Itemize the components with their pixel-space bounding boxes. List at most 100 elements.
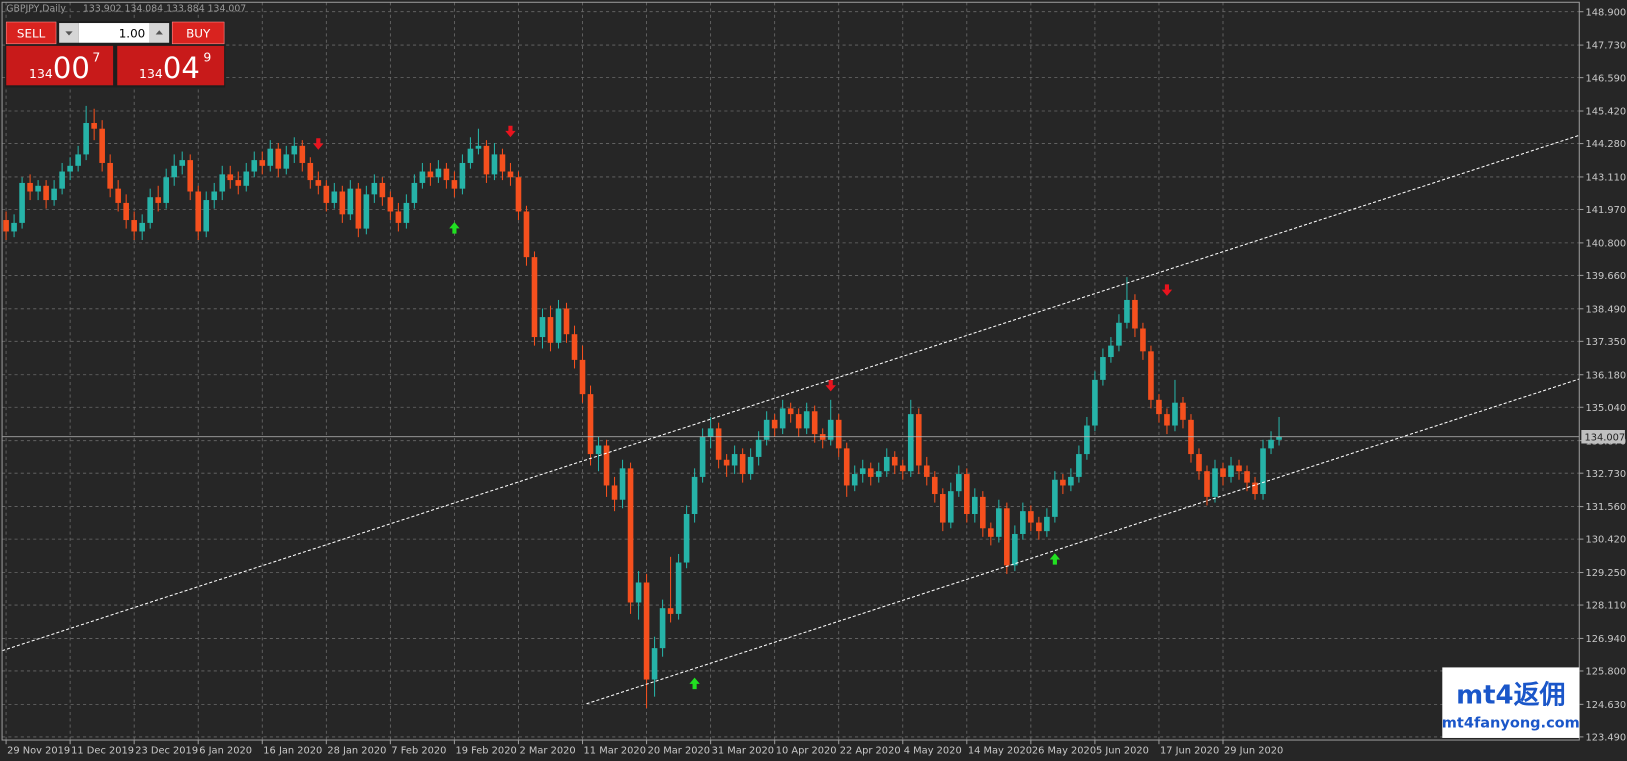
candle-body xyxy=(1124,299,1130,323)
candle-body xyxy=(1084,425,1090,455)
candle-body xyxy=(1148,351,1154,400)
signal-arrow xyxy=(449,222,460,234)
candle-body xyxy=(795,414,802,429)
buy-price-box[interactable] xyxy=(117,45,225,86)
watermark-url: mt4fanyong.com xyxy=(1442,716,1580,732)
y-tick-label: 139.660 xyxy=(1585,271,1626,282)
candle-body xyxy=(859,468,866,475)
y-tick-label: 130.420 xyxy=(1585,535,1626,546)
sell-button[interactable] xyxy=(5,21,57,45)
candle-body xyxy=(35,185,41,192)
candle-body xyxy=(972,496,978,515)
candle-body xyxy=(763,419,770,440)
candle-body xyxy=(1044,516,1050,532)
candle-body xyxy=(811,411,818,435)
candle-body xyxy=(291,145,298,155)
candle-body xyxy=(59,171,65,189)
trend-line xyxy=(586,378,1580,705)
y-tick-label: 136.180 xyxy=(1585,370,1626,381)
candle-body xyxy=(595,445,602,455)
candle-body xyxy=(1180,402,1186,420)
grid xyxy=(2,2,1580,741)
x-tick-label: 22 Apr 2020 xyxy=(840,746,901,757)
candle-body xyxy=(1028,511,1034,523)
one-click-panel: SELL 1.00 BUY 134 00 7 134 04 9 xyxy=(5,20,226,88)
candle-body xyxy=(43,185,49,201)
sell-price-box[interactable] xyxy=(6,45,114,86)
candle-body xyxy=(1196,454,1202,472)
candle-body xyxy=(131,220,137,232)
candle-body xyxy=(435,168,442,178)
candle-body xyxy=(931,476,938,495)
candle-body xyxy=(1204,471,1210,497)
candle-body xyxy=(539,317,546,338)
candle-body xyxy=(643,582,650,680)
candle-body xyxy=(803,411,810,429)
candle-body xyxy=(499,154,506,172)
candle-body xyxy=(891,456,898,466)
candle-body xyxy=(1212,468,1218,497)
sell-price-small: 7 xyxy=(92,49,100,64)
candle-body xyxy=(747,456,754,475)
sell-price-big: 134 xyxy=(29,66,53,81)
candle-body xyxy=(739,454,746,475)
quote-label: 133.902 134.084 133.884 134.007 xyxy=(83,4,246,15)
candle-body xyxy=(91,123,97,129)
candle-body xyxy=(947,491,954,523)
candle-body xyxy=(211,191,218,201)
symbol-label: GBPJPY,Daily xyxy=(6,4,66,15)
candle-body xyxy=(443,168,450,181)
candle-body xyxy=(307,162,314,181)
signal-arrow xyxy=(313,138,324,150)
y-tick-label: 140.800 xyxy=(1585,239,1626,250)
candle-body xyxy=(171,165,178,178)
candle-body xyxy=(27,182,33,192)
x-tick-label: 14 May 2020 xyxy=(968,746,1032,757)
candle-body xyxy=(523,211,530,258)
candle-body xyxy=(75,154,81,166)
candle-body xyxy=(867,468,874,477)
x-tick-label: 5 Jun 2020 xyxy=(1096,746,1149,757)
signal-arrow xyxy=(1161,284,1173,296)
candle-body xyxy=(371,182,378,195)
buy-button[interactable] xyxy=(171,21,225,45)
candle-body xyxy=(1268,439,1274,449)
watermark-logo: mt4返佣 xyxy=(1456,681,1565,711)
candle-body xyxy=(923,465,930,477)
sell-label: SELL xyxy=(17,27,46,41)
y-tick-label: 147.730 xyxy=(1585,41,1626,52)
candle-body xyxy=(315,180,322,186)
candle-body xyxy=(851,474,858,486)
candle-body xyxy=(67,165,73,172)
candle-body xyxy=(883,456,890,472)
y-tick-label: 131.560 xyxy=(1585,502,1626,513)
y-tick-label: 135.040 xyxy=(1585,403,1626,414)
candle-body xyxy=(835,419,842,449)
y-tick-label: 144.280 xyxy=(1585,139,1626,150)
candle-body xyxy=(611,485,618,500)
candle-body xyxy=(1100,357,1106,380)
candle-body xyxy=(339,191,346,215)
candle-body xyxy=(1228,465,1234,477)
x-tick-label: 17 Jun 2020 xyxy=(1160,746,1219,757)
candle-body xyxy=(1036,522,1042,532)
candle-body xyxy=(387,197,394,212)
lot-up-icon xyxy=(155,30,163,35)
signal-arrow xyxy=(825,380,836,392)
candle-body xyxy=(980,496,986,529)
candle-body xyxy=(771,419,778,429)
lot-input[interactable] xyxy=(78,23,150,43)
candle-body xyxy=(363,194,370,229)
candle-body xyxy=(419,171,426,183)
y-tick-label: 143.110 xyxy=(1585,173,1626,184)
candle-body xyxy=(467,148,474,163)
x-tick-label: 6 Jan 2020 xyxy=(199,746,252,757)
candle-body xyxy=(659,608,666,649)
candle-body xyxy=(1092,379,1098,426)
candle-body xyxy=(235,180,242,186)
candle-body xyxy=(563,308,570,335)
candle-body xyxy=(1260,448,1266,495)
axes: 148.900 147.730 146.590 145.420 144.280 143.1… xyxy=(5,7,1626,757)
x-tick-label: 23 Dec 2019 xyxy=(135,746,198,757)
